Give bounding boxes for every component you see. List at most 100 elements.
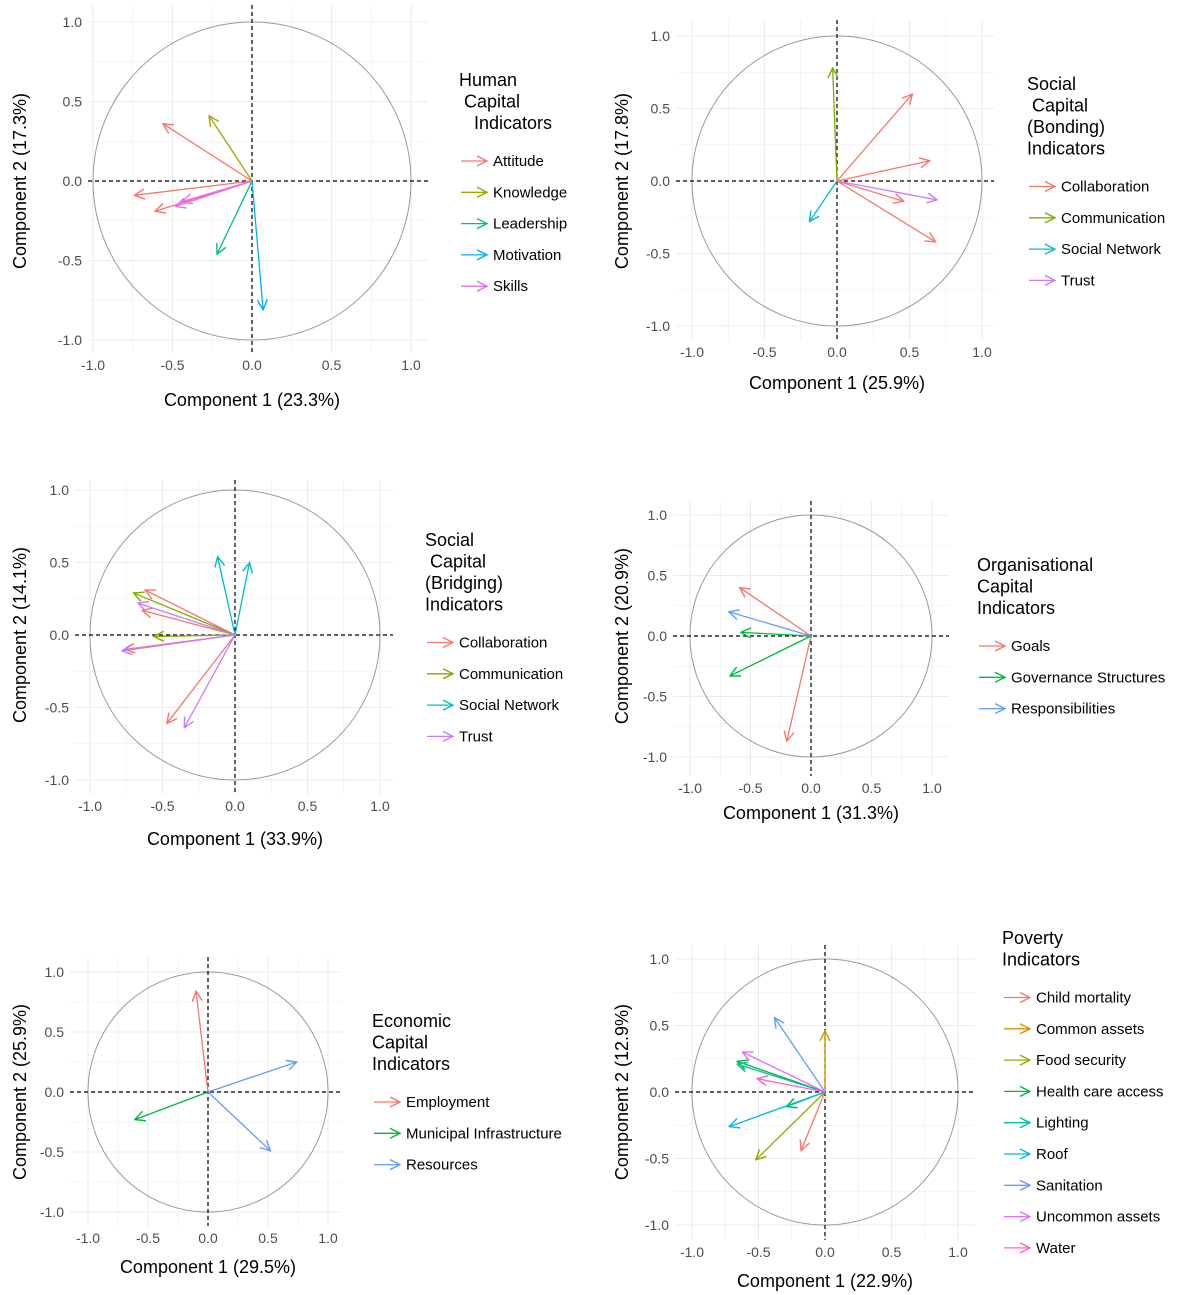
y-tick-label: 1.0 [45, 964, 65, 980]
loading-arrow-trust [138, 603, 236, 636]
y-axis-label: Component 2 (20.9%) [612, 548, 632, 724]
x-axis-label: Component 1 (31.3%) [723, 803, 899, 823]
pca-panel-5: -1.0 -0.5 0.0 0.5 1.0 -1.0 -0.5 0.0 0.5 1.0 Compon… [10, 957, 562, 1277]
x-tick-label: 0.5 [322, 357, 342, 373]
legend-label: Food security [1036, 1052, 1127, 1069]
y-tick-label: 0.5 [63, 94, 83, 110]
loading-arrow-lighting [737, 1064, 826, 1093]
y-tick-label: 1.0 [63, 14, 83, 30]
legend-label: Social Network [1061, 241, 1162, 258]
x-tick-label: -0.5 [150, 798, 174, 814]
loading-arrow-child-mortality [801, 1091, 826, 1151]
loading-arrow-resources [207, 1091, 270, 1151]
loading-arrow-collaboration [836, 94, 912, 182]
legend-label: Resources [406, 1157, 478, 1174]
loading-arrow-collaboration [167, 634, 236, 723]
loading-arrow-food-security [756, 1091, 826, 1160]
x-tick-label: -1.0 [78, 798, 102, 814]
y-tick-label: -0.5 [643, 689, 667, 705]
loading-arrow-sanitation [774, 1018, 826, 1093]
loading-arrow-collaboration [145, 590, 236, 636]
y-tick-label: 0.5 [648, 568, 668, 584]
loading-arrow-communication [154, 635, 236, 636]
loading-arrow-communication [833, 68, 837, 182]
legend-title: Capital [1027, 96, 1088, 116]
legend-label: Attitude [493, 153, 544, 170]
x-tick-label: 0.5 [258, 1230, 278, 1246]
y-tick-label: 0.5 [50, 555, 70, 571]
loading-arrow-attitude [134, 180, 253, 195]
x-tick-label: 0.5 [298, 798, 318, 814]
legend-label: Sanitation [1036, 1177, 1103, 1194]
legend-label: Goals [1011, 638, 1050, 655]
y-tick-label: 0.5 [651, 101, 671, 117]
loading-arrow-uncommon-assets [743, 1052, 826, 1093]
legend-label: Trust [459, 728, 493, 745]
x-tick-label: -0.5 [160, 357, 184, 373]
x-tick-label: -0.5 [136, 1230, 160, 1246]
y-tick-label: 1.0 [50, 482, 70, 498]
loading-arrow-responsibilities [729, 612, 812, 637]
legend: Social Capital(Bridging)Indicators Collab… [425, 530, 563, 745]
legend-title: Indicators [372, 1054, 450, 1074]
legend-label: Roof [1036, 1146, 1069, 1163]
x-tick-label: 1.0 [370, 798, 390, 814]
legend-title: Capital [977, 577, 1033, 597]
loading-arrow-trust [836, 180, 937, 200]
loading-arrow-leadership [217, 180, 253, 254]
loading-arrow-resources [207, 1062, 297, 1093]
y-tick-label: -0.5 [646, 246, 670, 262]
loading-arrow-collaboration [142, 610, 236, 636]
x-axis-label: Component 1 (29.5%) [120, 1257, 296, 1277]
x-tick-label: 1.0 [318, 1230, 338, 1246]
pca-panel-6: -1.0 -0.5 0.0 0.5 1.0 -1.0 -0.5 0.0 0.5 1.0 Compon… [612, 928, 1164, 1291]
y-tick-label: 0.0 [63, 173, 83, 189]
legend-title: Social [1027, 74, 1076, 94]
legend: Social Capital(Bonding)Indicators Collabo… [1027, 74, 1165, 289]
x-tick-label: -1.0 [678, 780, 702, 796]
y-axis-label: Component 2 (17.3%) [10, 93, 30, 269]
legend-label: Motivation [493, 247, 561, 264]
legend-title: Poverty [1002, 928, 1063, 948]
loading-arrow-social-network [218, 557, 236, 636]
y-tick-label: -0.5 [45, 700, 69, 716]
y-tick-label: 0.0 [50, 627, 70, 643]
x-axis-label: Component 1 (33.9%) [147, 829, 323, 849]
x-tick-label: 1.0 [922, 780, 942, 796]
loading-arrow-trust [122, 634, 236, 651]
y-tick-label: 1.0 [648, 507, 668, 523]
loading-arrow-social-network [809, 180, 838, 222]
y-tick-label: 1.0 [651, 28, 671, 44]
x-tick-label: 0.5 [882, 1244, 902, 1260]
x-tick-label: 1.0 [401, 357, 421, 373]
pca-panel-4: -1.0 -0.5 0.0 0.5 1.0 -1.0 -0.5 0.0 0.5 1.0 Compon… [612, 501, 1165, 823]
pca-panel-3: -1.0 -0.5 0.0 0.5 1.0 -1.0 -0.5 0.0 0.5 1.0 Compon… [10, 480, 563, 849]
x-tick-label: -0.5 [746, 1244, 770, 1260]
x-tick-label: 1.0 [948, 1244, 968, 1260]
legend-label: Collaboration [459, 635, 547, 652]
y-tick-label: 0.5 [45, 1024, 65, 1040]
x-tick-label: -1.0 [680, 344, 704, 360]
legend: Human Capital Indicators Attitude Knowledg… [459, 70, 567, 295]
legend-title: Capital [372, 1033, 428, 1053]
loading-arrow-social-network [234, 563, 250, 636]
legend-title: (Bridging) [425, 573, 503, 593]
legend-title: Social [425, 530, 474, 550]
y-tick-label: 0.0 [651, 173, 671, 189]
legend-title: Organisational [977, 555, 1093, 575]
legend-label: Employment [406, 1094, 490, 1111]
y-axis-label: Component 2 (25.9%) [10, 1004, 30, 1180]
legend-label: Water [1036, 1240, 1075, 1257]
loading-arrow-trust [184, 634, 236, 728]
x-tick-label: 0.0 [801, 780, 821, 796]
loading-arrow-collaboration [836, 180, 936, 242]
legend-title: Economic [372, 1011, 451, 1031]
y-tick-label: 1.0 [650, 951, 670, 967]
loading-arrow-knowledge [209, 116, 253, 182]
legend-label: Skills [493, 278, 528, 295]
x-tick-label: -0.5 [752, 344, 776, 360]
x-tick-label: 0.0 [815, 1244, 835, 1260]
